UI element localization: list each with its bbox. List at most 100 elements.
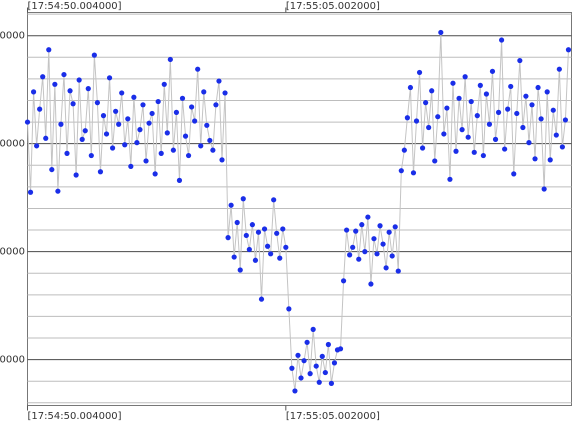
data-point xyxy=(520,124,526,131)
data-point xyxy=(189,104,195,110)
data-point xyxy=(556,66,562,72)
data-point xyxy=(122,142,128,148)
data-point xyxy=(24,119,31,125)
data-point xyxy=(423,100,429,106)
data-point xyxy=(225,235,231,241)
data-point xyxy=(353,228,359,234)
data-point xyxy=(523,93,529,99)
data-point xyxy=(438,29,444,36)
data-point xyxy=(328,380,335,386)
y-tick-label: 30000 xyxy=(0,139,25,150)
data-point xyxy=(529,102,535,108)
data-point xyxy=(489,68,496,74)
data-point xyxy=(483,91,490,97)
data-point xyxy=(410,170,417,176)
data-point xyxy=(46,47,52,53)
y-tick-label: 10000 xyxy=(0,355,25,366)
data-point xyxy=(514,110,520,117)
data-point xyxy=(255,229,262,235)
data-point xyxy=(58,121,64,127)
data-point xyxy=(511,171,517,177)
data-point xyxy=(435,114,441,120)
data-point xyxy=(173,109,180,115)
data-point xyxy=(477,82,483,88)
data-point xyxy=(480,152,486,159)
data-point xyxy=(371,236,377,242)
data-point xyxy=(474,113,480,119)
data-point xyxy=(325,341,331,348)
data-point xyxy=(103,131,110,137)
data-point xyxy=(216,78,222,84)
data-point xyxy=(347,252,353,258)
data-point xyxy=(64,150,70,156)
data-point xyxy=(547,157,553,163)
data-point xyxy=(535,84,541,91)
data-point xyxy=(304,339,310,345)
data-point xyxy=(413,118,420,124)
data-point xyxy=(550,107,556,113)
data-point xyxy=(149,110,155,117)
data-point xyxy=(340,278,347,284)
data-point xyxy=(313,363,319,369)
data-point xyxy=(368,281,374,287)
data-point xyxy=(243,232,249,239)
data-point xyxy=(429,88,435,94)
data-point xyxy=(316,379,322,385)
data-point xyxy=(146,120,152,126)
data-point xyxy=(383,265,389,271)
data-point xyxy=(292,388,298,394)
data-point xyxy=(125,116,131,122)
data-point xyxy=(49,166,55,173)
data-point xyxy=(350,244,356,250)
data-point xyxy=(301,358,307,364)
data-point xyxy=(419,145,426,151)
data-point xyxy=(268,251,274,257)
data-point xyxy=(283,244,289,250)
data-point xyxy=(222,90,228,96)
data-point xyxy=(401,147,407,153)
data-point xyxy=(559,144,565,150)
data-point xyxy=(389,253,395,259)
data-point xyxy=(128,163,134,169)
data-point xyxy=(274,230,280,236)
data-point xyxy=(407,84,414,91)
x-tick-label: [17:55:05.002000] xyxy=(286,1,380,12)
data-point xyxy=(386,229,392,235)
data-point xyxy=(517,57,523,64)
data-point xyxy=(37,106,43,112)
data-point xyxy=(40,74,46,80)
y-tick-label: 20000 xyxy=(0,247,25,258)
data-point xyxy=(85,86,91,92)
plot-frame xyxy=(27,12,572,406)
data-point xyxy=(119,90,125,96)
data-point xyxy=(404,115,410,121)
data-point xyxy=(365,214,371,220)
data-point xyxy=(73,172,79,178)
data-point xyxy=(261,226,268,232)
data-point xyxy=(67,88,73,94)
data-point xyxy=(562,117,569,123)
data-point xyxy=(109,145,116,151)
data-point xyxy=(450,80,456,86)
data-point xyxy=(252,257,259,263)
data-point xyxy=(362,249,368,255)
data-point xyxy=(416,69,423,76)
x-tick-label: [17:54:50.004000] xyxy=(28,411,122,422)
data-point xyxy=(134,140,140,146)
data-point xyxy=(374,251,380,257)
data-point xyxy=(164,130,170,136)
data-point xyxy=(55,188,61,194)
data-point xyxy=(337,346,344,352)
data-point xyxy=(532,156,538,162)
data-point xyxy=(76,77,82,83)
data-point xyxy=(158,150,164,156)
data-point xyxy=(140,102,146,108)
data-point xyxy=(295,352,301,358)
data-point xyxy=(322,369,328,376)
data-point xyxy=(100,113,107,119)
data-point xyxy=(179,95,186,101)
data-point xyxy=(70,101,76,107)
data-point xyxy=(444,105,450,111)
data-point xyxy=(91,52,97,58)
data-point xyxy=(280,226,286,232)
